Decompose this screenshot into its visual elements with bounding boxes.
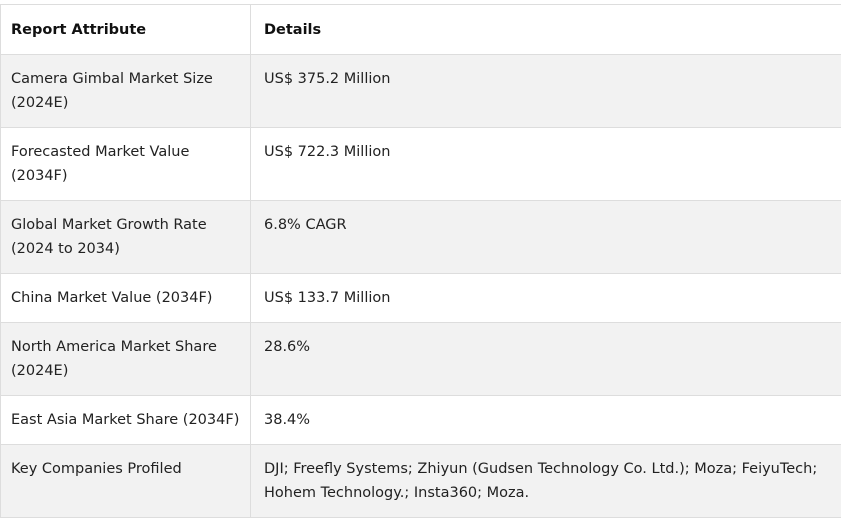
header-details: Details	[250, 4, 841, 55]
attribute-cell: East Asia Market Share (2034F)	[0, 395, 251, 445]
table-row: East Asia Market Share (2034F) 38.4%	[0, 395, 841, 445]
details-cell: US$ 133.7 Million	[250, 273, 841, 323]
attribute-cell: North America Market Share (2024E)	[0, 322, 251, 396]
table-row: Forecasted Market Value (2034F) US$ 722.…	[0, 127, 841, 201]
details-cell: US$ 722.3 Million	[250, 127, 841, 201]
attribute-cell: China Market Value (2034F)	[0, 273, 251, 323]
table-row: North America Market Share (2024E) 28.6%	[0, 322, 841, 396]
table-row: Key Companies Profiled DJI; Freefly Syst…	[0, 444, 841, 518]
attribute-cell: Global Market Growth Rate (2024 to 2034)	[0, 200, 251, 274]
table-row: Camera Gimbal Market Size (2024E) US$ 37…	[0, 54, 841, 128]
details-cell: 28.6%	[250, 322, 841, 396]
report-attributes-table: Report Attribute Details Camera Gimbal M…	[0, 4, 841, 518]
header-report-attribute: Report Attribute	[0, 4, 251, 55]
details-cell: US$ 375.2 Million	[250, 54, 841, 128]
table-row: China Market Value (2034F) US$ 133.7 Mil…	[0, 273, 841, 323]
details-cell: DJI; Freefly Systems; Zhiyun (Gudsen Tec…	[250, 444, 841, 518]
attribute-cell: Camera Gimbal Market Size (2024E)	[0, 54, 251, 128]
attribute-cell: Forecasted Market Value (2034F)	[0, 127, 251, 201]
table-row: Global Market Growth Rate (2024 to 2034)…	[0, 200, 841, 274]
details-cell: 38.4%	[250, 395, 841, 445]
table-header-row: Report Attribute Details	[0, 4, 841, 55]
details-cell: 6.8% CAGR	[250, 200, 841, 274]
attribute-cell: Key Companies Profiled	[0, 444, 251, 518]
